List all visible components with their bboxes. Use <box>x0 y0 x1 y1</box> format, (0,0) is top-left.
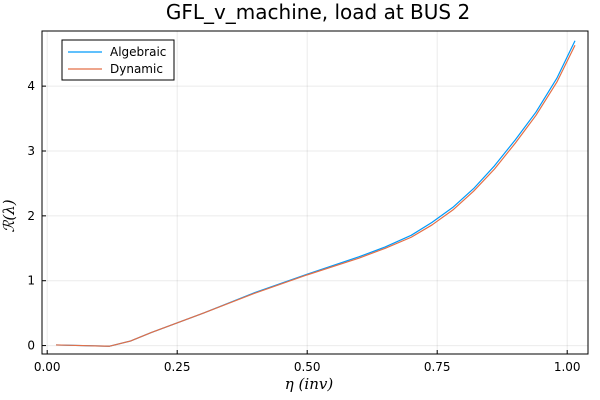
legend-box <box>61 39 175 81</box>
series-lines <box>56 40 576 347</box>
series-line-dynamic <box>56 45 576 347</box>
grid <box>42 31 588 354</box>
x-tick-label: 1.00 <box>554 360 581 374</box>
plot-frame <box>41 30 589 355</box>
y-axis-label: ℛ(λ) <box>0 199 18 232</box>
x-tick-label: 0.75 <box>424 360 451 374</box>
x-axis-label: η (inv) <box>285 375 334 393</box>
chart-title: GFL_v_machine, load at BUS 2 <box>166 0 470 24</box>
y-tick-label: 2 <box>27 209 35 223</box>
y-tick-label: 1 <box>27 274 35 288</box>
x-tick-label: 0.00 <box>34 360 61 374</box>
axis-ticks: 0.00 0.25 0.50 0.75 1.00 0 1 2 3 4 <box>27 79 580 374</box>
x-tick-label: 0.50 <box>294 360 321 374</box>
legend-label-algebraic: Algebraic <box>110 45 166 59</box>
y-tick-label: 4 <box>27 79 35 93</box>
y-tick-label: 3 <box>27 144 35 158</box>
legend-label-dynamic: Dynamic <box>110 62 163 76</box>
y-tick-label: 0 <box>27 339 35 353</box>
legend: Algebraic Dynamic <box>61 39 175 81</box>
x-tick-label: 0.25 <box>164 360 191 374</box>
